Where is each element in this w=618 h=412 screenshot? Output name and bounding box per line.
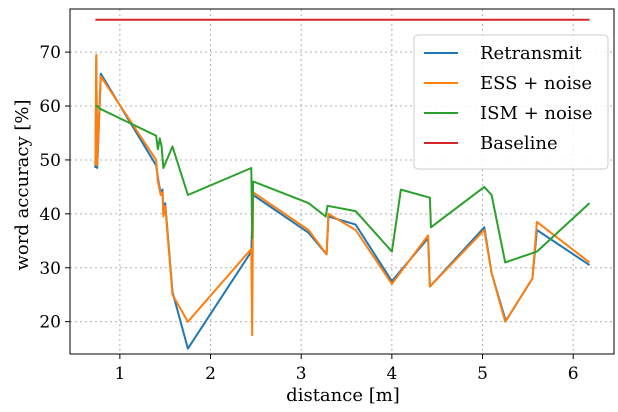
plot-area <box>94 18 591 350</box>
x-tick-label: 2 <box>205 364 216 384</box>
series-line-ism-noise <box>95 105 591 264</box>
y-tick-label: 50 <box>39 151 61 171</box>
legend-box <box>413 34 609 170</box>
grid-lines <box>70 9 614 354</box>
y-tick-label: 30 <box>39 259 61 279</box>
x-axis-label: distance [m] <box>286 385 400 406</box>
x-axis-ticks: 1 2 3 4 5 6 <box>114 354 579 384</box>
x-tick-label: 6 <box>568 364 579 384</box>
legend-label-ism-noise: ISM + noise <box>480 103 592 124</box>
legend-label-ess-noise: ESS + noise <box>480 73 592 94</box>
x-tick-label: 5 <box>477 364 488 384</box>
x-tick-label: 1 <box>114 364 125 384</box>
x-tick-label: 4 <box>386 364 397 384</box>
y-axis-label: word accuracy [%] <box>12 99 33 270</box>
x-tick-label: 3 <box>296 364 307 384</box>
y-tick-label: 20 <box>39 313 61 333</box>
y-axis-ticks: 20 30 40 50 60 70 <box>39 43 70 333</box>
y-tick-label: 70 <box>39 43 61 63</box>
legend-label-baseline: Baseline <box>480 133 558 154</box>
plot-frame <box>69 8 615 355</box>
y-tick-label: 40 <box>39 205 61 225</box>
legend-label-retransmit: Retransmit <box>480 43 582 64</box>
legend: Retransmit ESS + noise ISM + noise Baseline <box>413 34 609 170</box>
y-tick-label: 60 <box>39 97 61 117</box>
